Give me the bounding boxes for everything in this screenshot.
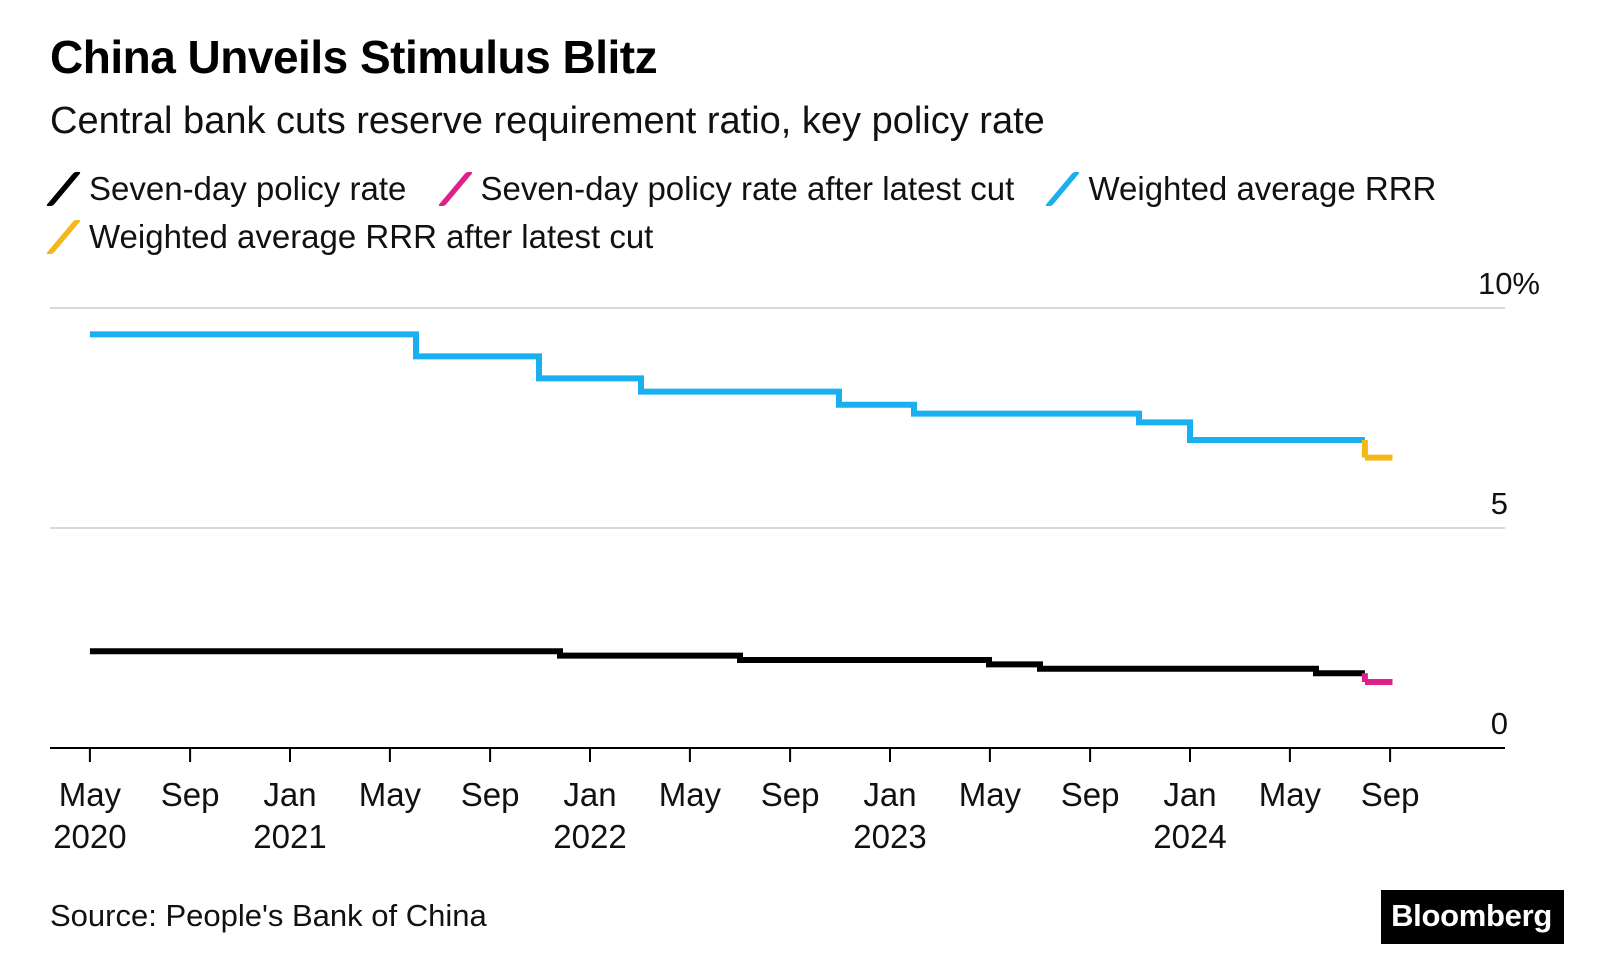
policy-rate-line [89, 648, 1365, 677]
legend-item-rrr: Weighted average RRR [1045, 166, 1437, 212]
legend-label-rrr-after-cut: Weighted average RRR after latest cut [89, 218, 654, 255]
x-tick-year-label: 2023 [853, 818, 926, 855]
y-tick-label: 5 [1491, 486, 1508, 521]
x-tick-year-label: 2022 [553, 818, 626, 855]
x-tick-label: Sep [1061, 776, 1120, 813]
legend-label-policy-rate-after-cut: Seven-day policy rate after latest cut [480, 170, 1015, 207]
legend: Seven-day policy rate Seven-day policy r… [45, 166, 1570, 262]
rrr-line [89, 331, 1365, 443]
legend-item-policy-rate-after-cut: Seven-day policy rate after latest cut [437, 166, 1015, 212]
legend-item-rrr-after-cut: Weighted average RRR after latest cut [45, 214, 654, 260]
bloomberg-logo: Bloomberg [1381, 890, 1564, 944]
source-note: Source: People's Bank of China [50, 898, 487, 933]
x-tick-label: Sep [461, 776, 520, 813]
y-tick-label: 10% [1478, 266, 1540, 301]
x-tick-label: May [359, 776, 422, 813]
x-tick-label: May [59, 776, 122, 813]
x-tick-label: Sep [761, 776, 820, 813]
x-tick-year-label: 2024 [1153, 818, 1226, 855]
x-tick-label: May [959, 776, 1022, 813]
y-tick-label: 0 [1491, 706, 1508, 741]
legend-label-policy-rate: Seven-day policy rate [89, 170, 407, 207]
x-tick-label: Jan [263, 776, 316, 813]
x-tick-label: May [1259, 776, 1322, 813]
x-tick-year-label: 2021 [253, 818, 326, 855]
x-tick-label: Jan [563, 776, 616, 813]
chart-subtitle: Central bank cuts reserve requirement ra… [50, 100, 1045, 142]
x-tick-year-label: 2020 [53, 818, 126, 855]
chart-title: China Unveils Stimulus Blitz [50, 31, 658, 83]
legend-item-policy-rate: Seven-day policy rate [45, 166, 407, 212]
x-tick-label: Sep [1361, 776, 1420, 813]
x-tick-label: May [659, 776, 722, 813]
legend-label-rrr: Weighted average RRR [1088, 170, 1437, 207]
x-tick-label: Jan [1163, 776, 1216, 813]
x-tick-label: Sep [161, 776, 220, 813]
x-tick-label: Jan [863, 776, 916, 813]
